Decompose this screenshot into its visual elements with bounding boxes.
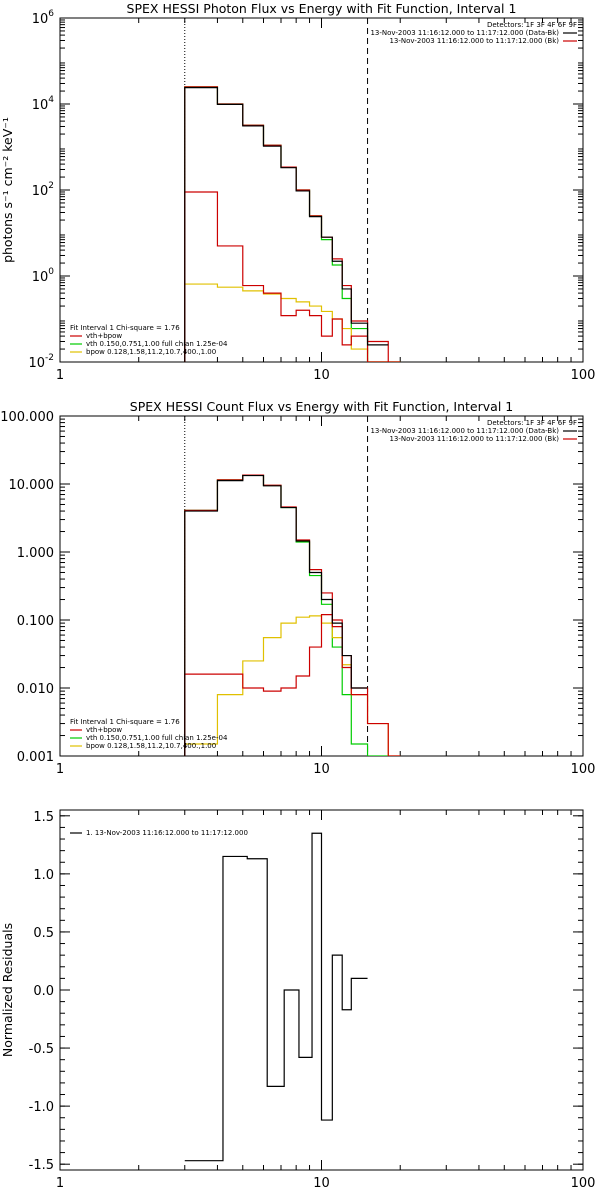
y-tick-exponent: 6	[48, 9, 54, 19]
y-tick-label: 10-2	[28, 353, 54, 371]
y-tick-base: 10	[32, 270, 49, 285]
x-tick-label: 1	[56, 368, 64, 383]
legend-entry: 13-Nov-2003 11:16:12.000 to 11:17:12.000…	[370, 427, 559, 435]
y-tick-label: -1.5	[29, 1158, 54, 1173]
y-tick-base: 10	[28, 356, 45, 371]
x-tick-label: 1	[56, 762, 64, 777]
y-tick-base: 10	[32, 98, 49, 113]
chart-title: SPEX HESSI Count Flux vs Energy with Fit…	[130, 399, 513, 414]
chart-title: SPEX HESSI Photon Flux vs Energy with Fi…	[127, 1, 517, 16]
y-tick-label: 0.5	[33, 926, 54, 941]
fit-info-line: vth+bpow	[86, 726, 122, 734]
y-tick-label: -0.5	[29, 1042, 54, 1057]
y-tick-base: 10	[32, 184, 49, 199]
series-background	[184, 191, 389, 362]
y-tick-label: 0.001	[17, 750, 54, 765]
series-residual	[184, 832, 368, 1162]
y-tick-label: 106	[32, 9, 55, 27]
plot-area	[184, 86, 401, 362]
legend-entry: Detectors: 1F 3F 4F 6F 9F	[487, 21, 577, 29]
x-tick-label: 100	[571, 368, 596, 383]
y-tick-exponent: 4	[48, 95, 54, 105]
fit-info-line: vth 0.150,0.751,1.00 full chian 1.25e-04	[86, 734, 228, 742]
y-tick-label: 1.0	[33, 868, 54, 883]
legend-entry: 13-Nov-2003 11:16:12.000 to 11:17:12.000…	[389, 37, 559, 45]
legend-entry: 13-Nov-2003 11:16:12.000 to 11:17:12.000…	[389, 435, 559, 443]
x-tick-label: 100	[571, 1176, 596, 1191]
series-data	[184, 474, 368, 756]
legend-entry: 1. 13-Nov-2003 11:16:12.000 to 11:17:12.…	[86, 829, 248, 837]
y-tick-label: 100	[32, 267, 55, 285]
series-vth	[184, 474, 389, 756]
y-tick-label: 1.5	[33, 810, 54, 825]
chart-2: SPEX HESSI Count Flux vs Energy with Fit…	[0, 399, 595, 777]
fit-info-line: bpow 0.128,1.58,11.2,10.7,400.,1.00	[86, 742, 216, 750]
y-tick-label: 0.0	[33, 984, 54, 999]
y-tick-exponent: 2	[48, 181, 54, 191]
series-bpow	[184, 283, 401, 362]
legend-entry: 13-Nov-2003 11:16:12.000 to 11:17:12.000…	[370, 29, 559, 37]
series-data	[184, 87, 389, 362]
y-tick-base: 10	[32, 12, 49, 27]
y-tick-label: 10.000	[9, 478, 55, 493]
x-tick-label: 10	[313, 762, 330, 777]
y-tick-label: 102	[32, 181, 54, 199]
x-tick-label: 10	[313, 1176, 330, 1191]
y-tick-label: 100.000	[0, 410, 54, 425]
fit-info-line: Fit Interval 1 Chi-square = 1.76	[70, 324, 180, 332]
fit-info-line: Fit Interval 1 Chi-square = 1.76	[70, 718, 180, 726]
y-tick-label: -1.0	[29, 1100, 54, 1115]
chart-3: 1 10 100 -1.5 -1.0 -0.5 0.0 0.5 1.0 1.5 Normalized…	[0, 809, 596, 1191]
plot-area	[184, 474, 401, 756]
x-tick-label: 100	[571, 762, 596, 777]
y-tick-label: 0.010	[17, 682, 54, 697]
y-tick-exponent: -2	[45, 353, 54, 363]
x-tick-label: 1	[56, 1176, 64, 1191]
y-axis-label: Normalized Residuals	[0, 923, 15, 1057]
y-tick-exponent: 0	[48, 267, 54, 277]
fit-info-line: vth 0.150,0.751,1.00 full chian 1.25e-04	[86, 340, 228, 348]
y-tick-label: 1.000	[17, 546, 54, 561]
legend-entry: Detectors: 1F 3F 4F 6F 9F	[487, 419, 577, 427]
y-tick-label: 104	[32, 95, 55, 113]
chart-1: SPEX HESSI Photon Flux vs Energy with Fi…	[0, 1, 595, 383]
fit-info-line: vth+bpow	[86, 332, 122, 340]
fit-info-line: bpow 0.128,1.58,11.2,10.7,400.,1.00	[86, 348, 216, 356]
x-tick-label: 10	[313, 368, 330, 383]
plot-area	[184, 832, 368, 1162]
y-tick-label: 0.100	[17, 614, 54, 629]
y-axis-label: photons s⁻¹ cm⁻² keV⁻¹	[0, 117, 15, 263]
